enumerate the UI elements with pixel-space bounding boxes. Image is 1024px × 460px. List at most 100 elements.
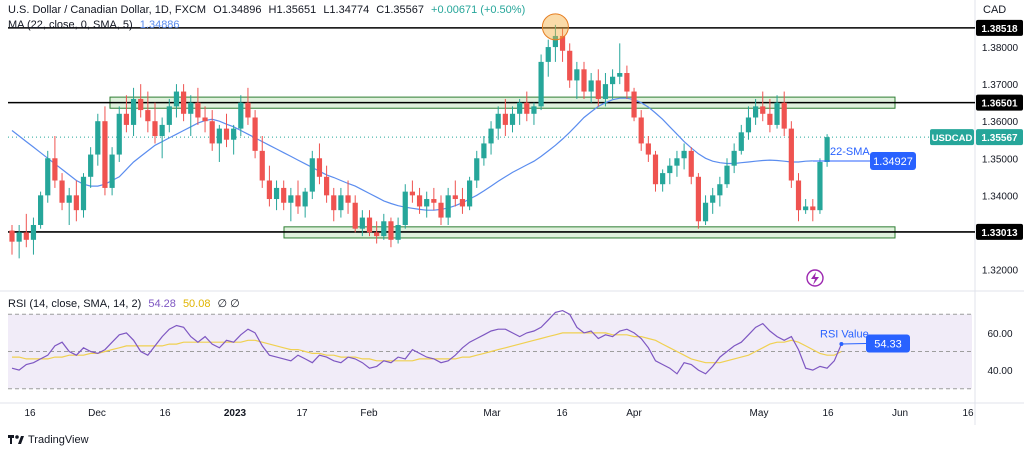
candle[interactable]: [817, 158, 823, 214]
candle[interactable]: [509, 106, 516, 133]
candle[interactable]: [416, 187, 423, 214]
candle[interactable]: [80, 173, 87, 218]
candle[interactable]: [252, 110, 258, 159]
candle[interactable]: [145, 91, 151, 133]
candle[interactable]: [159, 117, 165, 159]
candle[interactable]: [717, 176, 723, 207]
candle[interactable]: [88, 147, 94, 188]
candle[interactable]: [652, 150, 659, 192]
candle[interactable]: [345, 180, 351, 214]
candle[interactable]: [631, 87, 637, 122]
tradingview-branding[interactable]: TradingView: [8, 434, 89, 446]
candle[interactable]: [281, 180, 287, 211]
candle[interactable]: [381, 213, 387, 240]
candle[interactable]: [810, 199, 816, 222]
candle[interactable]: [660, 169, 666, 192]
sma-22-line[interactable]: [11, 97, 813, 211]
candle[interactable]: [452, 180, 458, 207]
candle[interactable]: [767, 98, 773, 133]
candle[interactable]: [531, 102, 537, 125]
candle[interactable]: [431, 187, 437, 211]
candle[interactable]: [495, 106, 501, 140]
candle[interactable]: [459, 187, 466, 214]
candle[interactable]: [259, 136, 265, 188]
candle[interactable]: [824, 134, 830, 167]
candle[interactable]: [624, 65, 630, 99]
candle[interactable]: [710, 187, 716, 214]
candle[interactable]: [681, 143, 687, 170]
candle[interactable]: [745, 106, 752, 140]
candle[interactable]: [216, 124, 222, 162]
candle[interactable]: [467, 176, 473, 211]
candle[interactable]: [738, 124, 744, 155]
candle[interactable]: [195, 87, 201, 125]
candle[interactable]: [288, 187, 294, 222]
candle[interactable]: [295, 180, 301, 214]
candle[interactable]: [331, 187, 337, 222]
candle[interactable]: [9, 224, 15, 255]
candle[interactable]: [173, 84, 180, 118]
candle[interactable]: [23, 213, 29, 248]
candle[interactable]: [30, 217, 37, 255]
candle[interactable]: [324, 165, 330, 203]
candle[interactable]: [559, 28, 566, 62]
candle[interactable]: [223, 113, 230, 148]
candle[interactable]: [567, 43, 573, 88]
candle[interactable]: [231, 124, 237, 155]
candle[interactable]: [152, 102, 158, 144]
candle[interactable]: [588, 73, 594, 103]
candle[interactable]: [545, 39, 551, 77]
candle[interactable]: [781, 91, 787, 137]
candle[interactable]: [674, 150, 680, 177]
candle[interactable]: [753, 98, 759, 125]
candle[interactable]: [538, 54, 544, 111]
candle[interactable]: [181, 84, 187, 122]
candle[interactable]: [95, 113, 101, 166]
candle[interactable]: [795, 173, 802, 222]
candle[interactable]: [138, 84, 144, 118]
candle[interactable]: [702, 195, 709, 225]
candle[interactable]: [188, 95, 194, 137]
candle[interactable]: [731, 143, 737, 174]
candle[interactable]: [52, 136, 58, 188]
candle[interactable]: [574, 61, 580, 99]
candle[interactable]: [803, 199, 809, 214]
candle[interactable]: [409, 180, 415, 203]
candle[interactable]: [302, 187, 308, 218]
candle[interactable]: [266, 165, 272, 207]
candle[interactable]: [524, 91, 530, 122]
candle[interactable]: [602, 73, 609, 107]
candle[interactable]: [488, 121, 494, 155]
candle[interactable]: [316, 143, 323, 185]
candle[interactable]: [424, 191, 430, 218]
candle[interactable]: [123, 95, 129, 133]
candle[interactable]: [59, 173, 65, 211]
candle[interactable]: [688, 147, 694, 185]
candle[interactable]: [610, 69, 616, 99]
candle[interactable]: [774, 95, 780, 129]
candle[interactable]: [617, 43, 623, 85]
candle[interactable]: [45, 150, 51, 203]
candle[interactable]: [245, 87, 251, 125]
candle[interactable]: [166, 98, 172, 133]
candle[interactable]: [595, 69, 601, 107]
candle[interactable]: [474, 150, 480, 188]
candle[interactable]: [502, 98, 508, 137]
candle[interactable]: [309, 150, 315, 200]
candle[interactable]: [667, 158, 673, 185]
lightning-icon[interactable]: [806, 269, 824, 287]
candle[interactable]: [359, 210, 365, 237]
candle[interactable]: [388, 217, 394, 248]
candle[interactable]: [581, 61, 587, 99]
candle[interactable]: [102, 106, 108, 196]
candle[interactable]: [73, 180, 79, 222]
candle[interactable]: [517, 98, 523, 125]
candle[interactable]: [481, 136, 487, 166]
candle[interactable]: [645, 136, 651, 162]
candle[interactable]: [352, 195, 358, 233]
candle[interactable]: [16, 224, 22, 259]
candle[interactable]: [116, 106, 122, 162]
rsi-line[interactable]: [11, 309, 842, 375]
